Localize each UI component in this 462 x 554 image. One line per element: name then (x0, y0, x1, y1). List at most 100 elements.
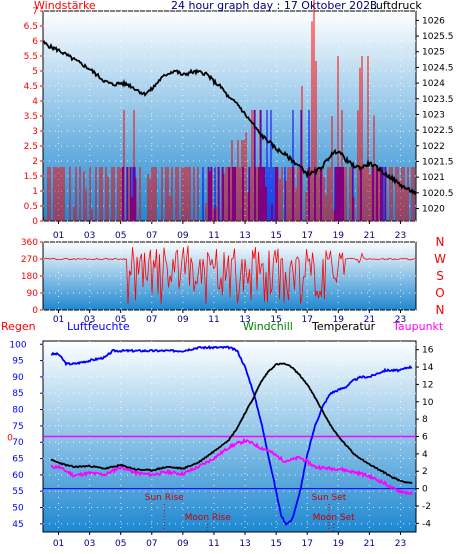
direction-panel-x-tick-label: 15 (270, 315, 281, 325)
windchill-legend-label: Windchill (243, 320, 293, 333)
humidity-panel-x-tick-label: 03 (84, 539, 95, 549)
wind-y-tick-label: 0 (32, 217, 38, 227)
direction-compass-label: S (436, 269, 444, 283)
direction-panel-x-tick-label: 17 (301, 315, 312, 325)
wind-speed-axis-label: Windstärke (34, 0, 96, 12)
astronomy-label: Sun Rise (145, 493, 184, 503)
wind-y-tick-label: 1.5 (24, 172, 38, 182)
temperature-y-tick-label: 4 (422, 450, 428, 460)
pressure-y-tick-label: 1025 (422, 48, 445, 58)
wind-direction-line (43, 245, 417, 305)
direction-panel-x-tick-label: 01 (53, 315, 64, 325)
wind-panel-x-tick-label: 01 (53, 231, 64, 241)
wind-y-tick-label: 3 (32, 127, 38, 137)
temperature-y-tick-label: -4 (422, 519, 431, 529)
humidity-panel-x-tick-label: 07 (146, 539, 157, 549)
wind-y-tick-label: 2 (32, 157, 38, 167)
direction-compass-label: N (436, 303, 445, 317)
humidity-y-tick-label: 90 (12, 373, 24, 383)
temperature-y-tick-label: 8 (422, 415, 428, 425)
dewpoint-legend-label: Taupunkt (392, 320, 444, 333)
humidity-line (50, 345, 413, 527)
temperature-y-tick-label: 2 (422, 467, 428, 477)
rain-y-tick-label: 0 (7, 434, 13, 444)
direction-panel-x-tick-label: 09 (177, 315, 189, 325)
chart-title: 24 hour graph day : 17 Oktober 2023 (171, 0, 377, 12)
wind-panel-x-tick-label: 05 (115, 231, 126, 241)
pressure-y-tick-label: 1023.5 (422, 95, 454, 105)
humidity-panel-x-tick-label: 13 (239, 539, 250, 549)
direction-y-tick-label: 0 (32, 306, 38, 316)
pressure-y-tick-label: 1021 (422, 173, 445, 183)
humidity-panel-x-tick-label: 19 (333, 539, 345, 549)
humidity-y-tick-label: 45 (12, 520, 23, 530)
humidity-panel-x-tick-label: 11 (208, 539, 219, 549)
wind-y-tick-label: 3.5 (24, 112, 38, 122)
direction-panel-x-tick-label: 05 (115, 315, 126, 325)
pressure-y-tick-label: 1024.5 (422, 63, 454, 73)
pressure-y-tick-label: 1022.5 (422, 126, 454, 136)
wind-y-tick-label: 6.5 (24, 22, 38, 32)
temperature-y-tick-label: 12 (422, 380, 433, 390)
humidity-panel-x-tick-label: 05 (115, 539, 126, 549)
pressure-y-tick-label: 1021.5 (422, 157, 454, 167)
pressure-y-tick-label: 1024 (422, 79, 445, 89)
direction-panel-x-tick-label: 21 (364, 315, 375, 325)
wind-panel-x-tick-label: 03 (84, 231, 95, 241)
humidity-y-tick-label: 85 (12, 389, 23, 399)
direction-y-tick-label: 180 (21, 272, 38, 282)
direction-panel-x-tick-label: 03 (84, 315, 95, 325)
direction-y-tick-label: 90 (27, 289, 39, 299)
astronomy-label: Sun Set (312, 493, 347, 503)
pressure-y-tick-label: 1025.5 (422, 32, 454, 42)
wind-panel-x-tick-label: 11 (208, 231, 219, 241)
wind-panel-x-tick-label: 23 (395, 231, 406, 241)
temperature-y-tick-label: 10 (422, 398, 434, 408)
wind-y-tick-label: 7 (32, 7, 38, 17)
wind-y-tick-label: 1 (32, 187, 38, 197)
direction-y-tick-label: 270 (21, 255, 38, 265)
temperature-y-tick-label: -2 (422, 502, 431, 512)
humidity-panel-x-tick-label: 15 (270, 539, 281, 549)
pressure-line (42, 39, 417, 196)
direction-panel-x-tick-label: 19 (333, 315, 345, 325)
direction-panel-x-tick-label: 23 (395, 315, 406, 325)
temperature-y-tick-label: 6 (422, 433, 428, 443)
pressure-y-tick-label: 1020.5 (422, 189, 454, 199)
temperature-y-tick-label: 16 (422, 346, 434, 356)
direction-panel-x-tick-label: 07 (146, 315, 157, 325)
dewpoint-line (50, 437, 413, 496)
humidity-y-tick-label: 95 (12, 357, 23, 367)
humidity-y-tick-label: 55 (12, 487, 23, 497)
wind-panel-x-tick-label: 21 (364, 231, 375, 241)
wind-y-tick-label: 4 (32, 97, 38, 107)
humidity-y-tick-label: 60 (12, 471, 24, 481)
wind-y-tick-label: 6 (32, 37, 38, 47)
humidity-panel-x-tick-label: 01 (53, 539, 64, 549)
wind-y-tick-label: 5.5 (24, 52, 38, 62)
pressure-axis-label: Luftdruck (370, 0, 422, 12)
humidity-y-tick-label: 50 (12, 504, 24, 514)
temperature-legend-label: Temperatur (311, 320, 376, 333)
wind-panel-x-tick-label: 17 (301, 231, 312, 241)
humidity-panel-x-tick-label: 09 (177, 539, 189, 549)
wind-y-tick-label: 4.5 (24, 82, 38, 92)
wind-panel-x-tick-label: 13 (239, 231, 250, 241)
wind-y-tick-label: 0.5 (24, 202, 38, 212)
pressure-y-tick-label: 1023 (422, 110, 445, 120)
humidity-y-tick-label: 70 (12, 438, 24, 448)
direction-panel-x-tick-label: 11 (208, 315, 219, 325)
direction-panel-x-tick-label: 13 (239, 315, 250, 325)
temperature-y-tick-label: 0 (422, 485, 428, 495)
humidity-panel-x-tick-label: 23 (395, 539, 406, 549)
astronomy-label: Moon Rise (185, 513, 232, 523)
pressure-y-tick-label: 1026 (422, 16, 445, 26)
temperature-line (50, 362, 413, 485)
humidity-panel-x-tick-label: 17 (301, 539, 312, 549)
direction-compass-label: N (436, 235, 445, 249)
wind-panel-x-tick-label: 19 (333, 231, 345, 241)
humidity-y-tick-label: 100 (9, 340, 26, 350)
pressure-y-tick-label: 1022 (422, 142, 445, 152)
